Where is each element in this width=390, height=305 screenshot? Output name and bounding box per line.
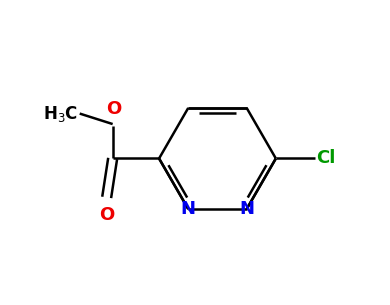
Text: H$_3$C: H$_3$C [43, 104, 78, 124]
Text: N: N [181, 200, 196, 218]
Text: N: N [239, 200, 254, 218]
Text: O: O [106, 100, 122, 118]
Text: Cl: Cl [316, 149, 336, 167]
Text: O: O [99, 206, 114, 224]
